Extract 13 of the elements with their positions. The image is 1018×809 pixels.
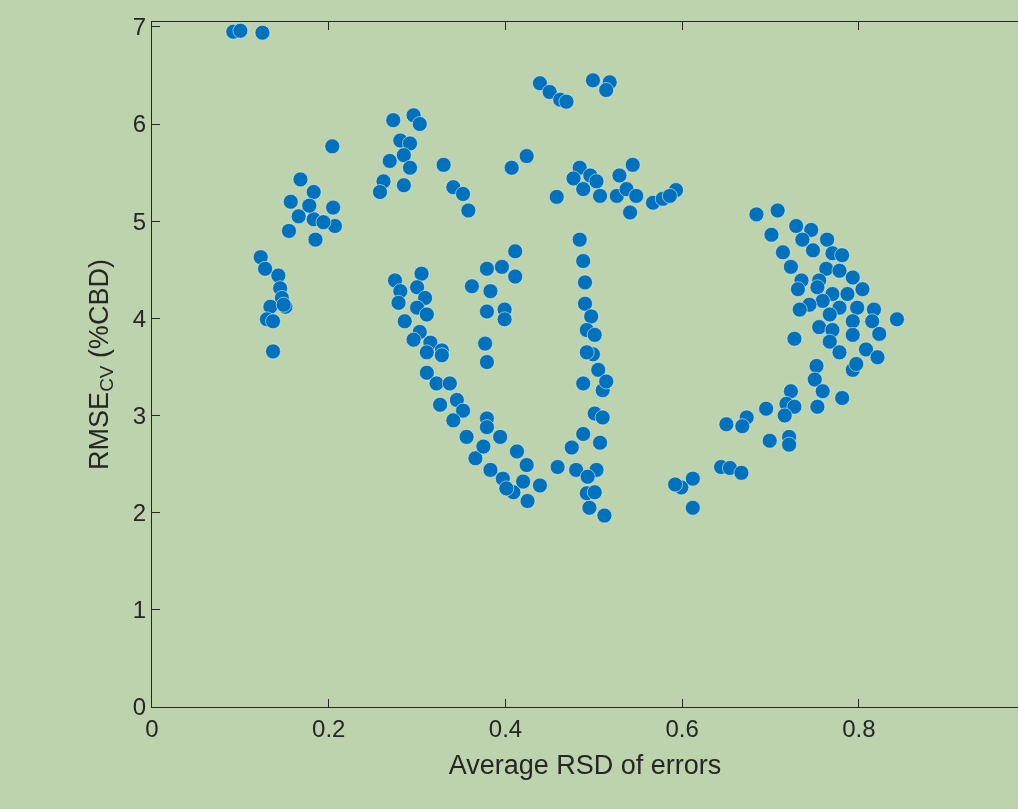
y-tick-label: 3	[132, 401, 147, 429]
x-tick-label: 0.6	[665, 714, 699, 742]
x-axis-title: Average RSD of errors	[448, 750, 722, 781]
y-tick-label: 1	[132, 596, 147, 624]
y-tick-label: 5	[132, 207, 147, 235]
y-tick-label: 2	[132, 499, 147, 527]
y-tick-label: 6	[132, 110, 147, 138]
x-tick-label: 0.8	[842, 714, 876, 742]
y-tick-label: 4	[132, 304, 147, 332]
y-tick-label: 0	[132, 693, 147, 721]
x-tick-label: 0.4	[488, 714, 523, 742]
x-tick-label: 0.2	[312, 714, 346, 742]
y-tick-label: 7	[132, 13, 147, 41]
